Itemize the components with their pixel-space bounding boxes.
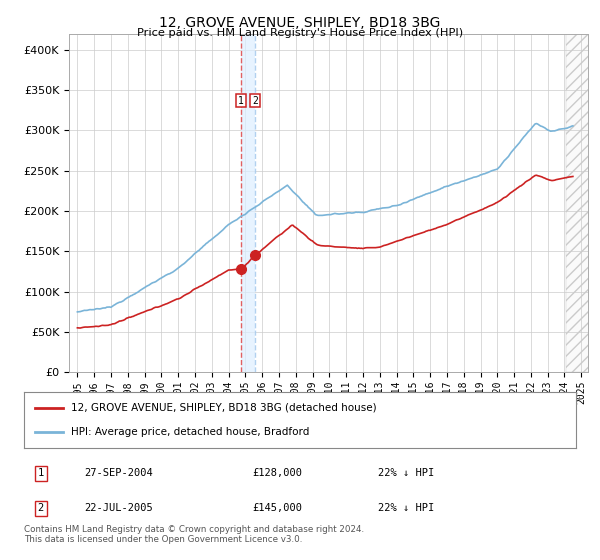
Text: £128,000: £128,000 xyxy=(252,468,302,478)
Text: Contains HM Land Registry data © Crown copyright and database right 2024.
This d: Contains HM Land Registry data © Crown c… xyxy=(24,525,364,544)
Text: £145,000: £145,000 xyxy=(252,503,302,514)
Text: 2: 2 xyxy=(252,96,258,105)
Text: 22% ↓ HPI: 22% ↓ HPI xyxy=(378,503,434,514)
Text: 1: 1 xyxy=(238,96,244,105)
Text: 27-SEP-2004: 27-SEP-2004 xyxy=(84,468,153,478)
Text: 12, GROVE AVENUE, SHIPLEY, BD18 3BG (detached house): 12, GROVE AVENUE, SHIPLEY, BD18 3BG (det… xyxy=(71,403,377,413)
Text: 2: 2 xyxy=(38,503,44,514)
Text: HPI: Average price, detached house, Bradford: HPI: Average price, detached house, Brad… xyxy=(71,427,309,437)
Text: 22-JUL-2005: 22-JUL-2005 xyxy=(84,503,153,514)
Text: Price paid vs. HM Land Registry's House Price Index (HPI): Price paid vs. HM Land Registry's House … xyxy=(137,28,463,38)
Text: 1: 1 xyxy=(38,468,44,478)
Text: 22% ↓ HPI: 22% ↓ HPI xyxy=(378,468,434,478)
Text: 12, GROVE AVENUE, SHIPLEY, BD18 3BG: 12, GROVE AVENUE, SHIPLEY, BD18 3BG xyxy=(160,16,440,30)
